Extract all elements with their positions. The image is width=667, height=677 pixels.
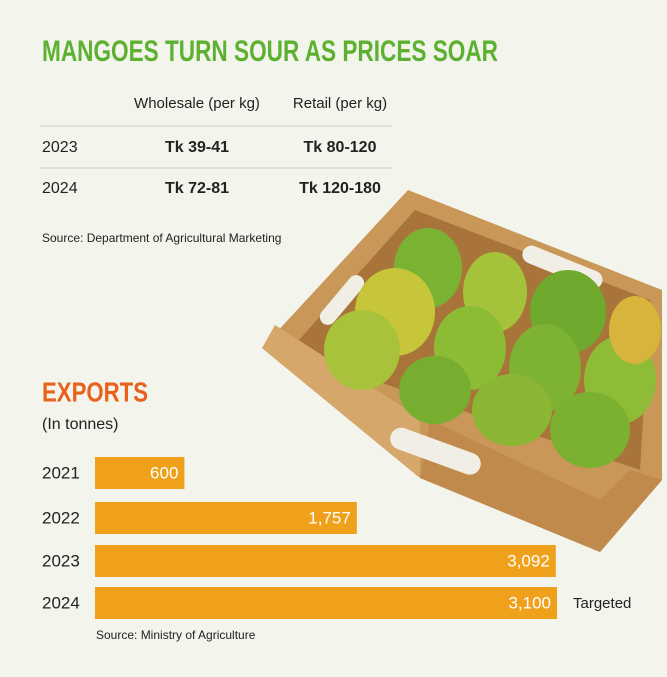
value-label: 3,100 <box>508 593 551 612</box>
mango-box-illustration <box>262 190 662 552</box>
table-header: Retail (per kg) <box>293 95 387 112</box>
table-header: Wholesale (per kg) <box>134 95 260 112</box>
value-label: 3,092 <box>507 551 550 570</box>
category-label: 2021 <box>42 463 80 482</box>
source: Source: Department of Agricultural Marke… <box>42 231 281 245</box>
value-label: 1,757 <box>308 508 351 527</box>
table-cell: Tk 120-180 <box>299 180 381 197</box>
table-cell: 2024 <box>42 180 78 197</box>
table-cell: 2023 <box>42 139 78 156</box>
value-label: 600 <box>150 463 178 482</box>
bar <box>95 545 556 577</box>
table-cell: Tk 80-120 <box>304 139 377 156</box>
bar <box>95 457 185 489</box>
bar <box>95 587 557 619</box>
table-cell: Tk 39-41 <box>165 139 229 156</box>
category-label: 2022 <box>42 508 80 527</box>
chart-subtitle: (In tonnes) <box>42 416 118 433</box>
source: Source: Ministry of Agriculture <box>96 628 256 642</box>
bar <box>95 502 357 534</box>
annotation: Targeted <box>573 595 631 612</box>
category-label: 2024 <box>42 593 80 612</box>
category-label: 2023 <box>42 551 80 570</box>
title: MANGOES TURN SOUR AS PRICES SOAR <box>42 35 498 68</box>
chart-title: EXPORTS <box>42 376 148 407</box>
table-cell: Tk 72-81 <box>165 180 229 197</box>
